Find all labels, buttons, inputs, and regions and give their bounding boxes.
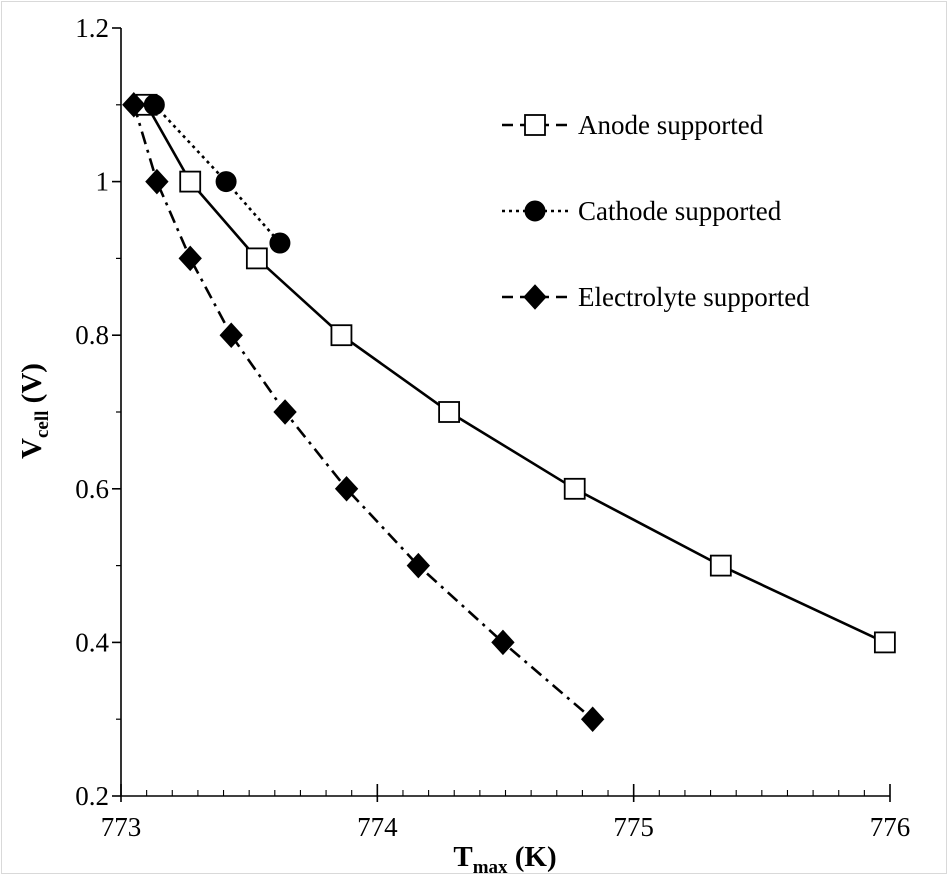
x-axis-title: Tmax (K) [453, 841, 556, 877]
data-point-anode-supported [245, 247, 268, 270]
legend: Anode supported Cathode supported Electrol… [502, 110, 810, 312]
legend-entry-anode-supported: Anode supported [502, 110, 764, 140]
data-point-electrolyte-supported [145, 168, 169, 195]
data-point-cathode-supported [269, 232, 291, 254]
y-axis-title-main: V [16, 438, 48, 459]
y-axis-title: Vcell (V) [16, 363, 53, 459]
data-point-anode-supported [330, 324, 353, 347]
x-axis-title-main: T [453, 841, 472, 873]
legend-label-anode-supported: Anode supported [578, 110, 764, 140]
legend-marker-electrolyte-supported [523, 284, 547, 310]
series-anode-supported [135, 93, 896, 654]
data-point-cathode-supported [143, 94, 165, 116]
legend-marker-anode-supported [524, 114, 546, 136]
x-tick-label: 773 [101, 812, 142, 842]
series-electrolyte-supported [122, 92, 605, 732]
legend-entry-electrolyte-supported: Electrolyte supported [502, 282, 810, 312]
data-point-electrolyte-supported [122, 92, 146, 118]
data-point-electrolyte-supported [491, 629, 515, 656]
legend-marker-cathode-supported [524, 200, 546, 222]
y-axis-title-unit: (V) [16, 363, 48, 411]
legend-entry-cathode-supported: Cathode supported [502, 196, 782, 226]
series-layer [122, 92, 896, 732]
axes: 0.2 0.4 0.6 0.8 1 1.2 773 774 775 776 [75, 13, 910, 842]
x-tick-label: 776 [870, 812, 911, 842]
data-point-electrolyte-supported [334, 476, 359, 502]
y-axis-title-sub: cell [32, 411, 53, 438]
data-point-electrolyte-supported [178, 245, 202, 272]
x-tick-label: 775 [613, 812, 654, 842]
y-tick-label: 0.8 [75, 320, 109, 350]
x-axis-title-sub: max [473, 857, 508, 877]
y-tick-label: 1 [96, 167, 110, 197]
data-point-anode-supported [873, 631, 896, 654]
legend-label-cathode-supported: Cathode supported [578, 196, 782, 226]
x-tick-label: 774 [357, 812, 398, 842]
data-point-anode-supported [438, 401, 461, 423]
series-line-anode-supported [145, 104, 886, 644]
data-point-anode-supported [179, 170, 202, 193]
data-point-anode-supported [563, 477, 586, 500]
x-axis-title-unit: (K) [508, 841, 557, 873]
y-tick-label: 0.4 [75, 627, 109, 657]
data-point-electrolyte-supported [580, 706, 605, 732]
legend-label-electrolyte-supported: Electrolyte supported [578, 282, 810, 312]
series-cathode-supported [143, 94, 291, 254]
data-point-anode-supported [709, 554, 732, 577]
data-point-electrolyte-supported [406, 552, 431, 579]
data-point-electrolyte-supported [273, 399, 297, 425]
data-point-electrolyte-supported [219, 322, 243, 348]
data-point-cathode-supported [215, 171, 237, 193]
y-tick-label: 0.2 [75, 781, 109, 811]
y-tick-label: 1.2 [75, 13, 109, 43]
y-tick-label: 0.6 [75, 474, 109, 504]
